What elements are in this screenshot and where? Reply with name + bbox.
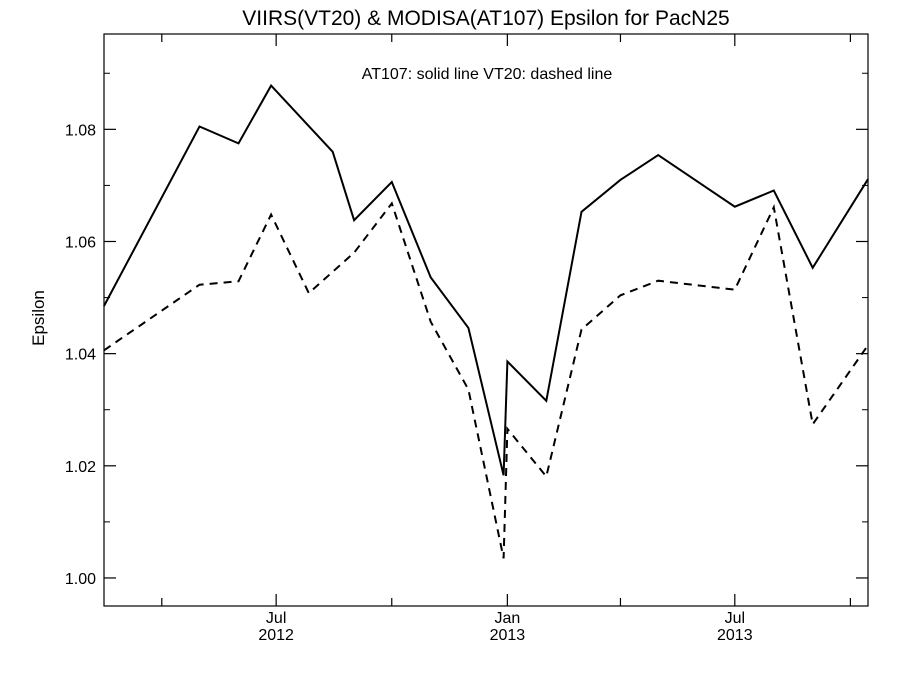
series-line-at107 (103, 83, 869, 476)
x-tick-label-month: Jul (725, 610, 745, 627)
series-group (103, 83, 869, 559)
x-tick-label-year: 2012 (258, 627, 294, 644)
axes: 1.001.021.041.061.08Jul2012Jan2013Jul201… (65, 34, 868, 644)
y-axis-label: Epsilon (29, 290, 48, 346)
series-style-annotation: AT107: solid line VT20: dashed line (362, 66, 613, 83)
y-tick-label: 1.06 (65, 234, 96, 251)
series-line-vt20 (103, 201, 869, 559)
y-tick-label: 1.00 (65, 571, 96, 588)
x-tick-label-month: Jul (266, 610, 286, 627)
chart-title: VIIRS(VT20) & MODISA(AT107) Epsilon for … (242, 7, 729, 30)
y-tick-label: 1.08 (65, 122, 96, 139)
x-tick-label-year: 2013 (717, 627, 753, 644)
y-tick-label: 1.04 (65, 347, 96, 364)
y-tick-label: 1.02 (65, 459, 96, 476)
plot-frame (103, 33, 869, 607)
x-tick-label-month: Jan (494, 610, 520, 627)
x-tick-label-year: 2013 (490, 627, 526, 644)
